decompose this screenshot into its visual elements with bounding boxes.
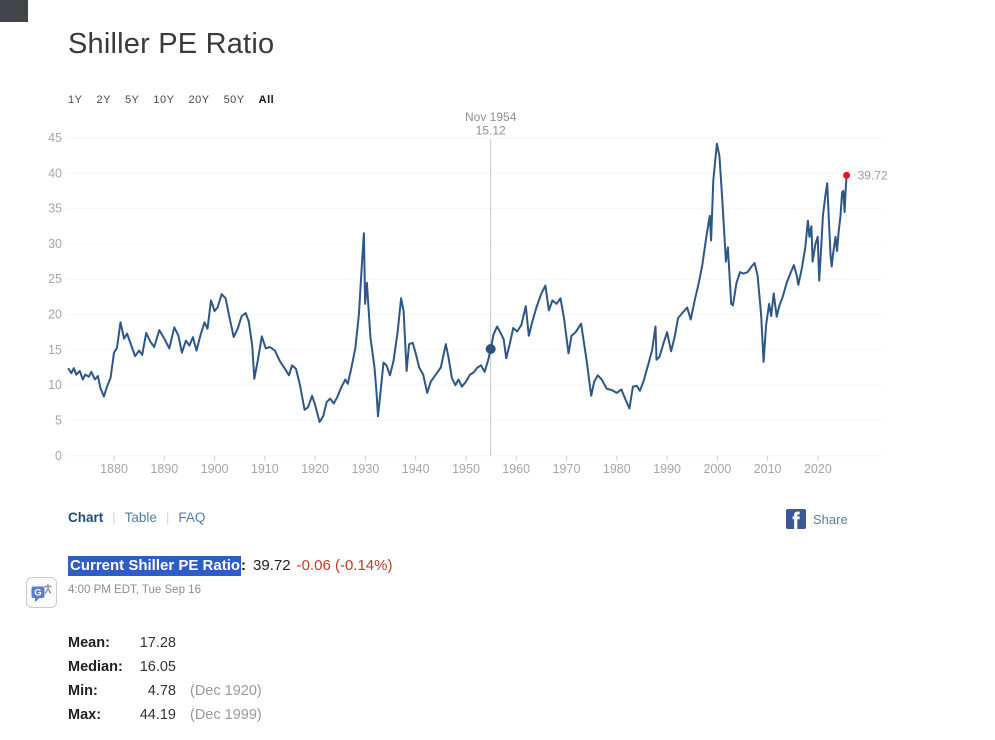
pe-ratio-line (67, 142, 848, 423)
tooltip-date-label: Nov 1954 (465, 110, 517, 124)
tab-separator: | (112, 510, 116, 525)
x-tick-label: 1900 (201, 462, 229, 476)
y-tick-label: 25 (48, 272, 62, 286)
stat-row: Min: 4.78 (Dec 1920) (68, 679, 262, 703)
range-option-5y[interactable]: 5Y (124, 94, 140, 106)
x-tick-label: 1910 (251, 462, 279, 476)
stat-row: Mean: 17.28 (68, 631, 262, 655)
stat-label: Max: (68, 707, 102, 723)
stat-label: Min: (68, 683, 98, 699)
x-tick-label: 1960 (502, 462, 530, 476)
current-ratio-line: Current Shiller PE Ratio: 39.72 -0.06 (-0.… (68, 556, 392, 576)
latest-point-label: 39.72 (858, 168, 888, 182)
stat-row: Median: 16.05 (68, 655, 262, 679)
current-ratio-change: -0.06 (-0.14%) (296, 557, 393, 574)
current-ratio-label-highlighted: Current Shiller PE Ratio (68, 556, 242, 576)
corner-artifact (0, 0, 28, 22)
stat-note: (Dec 1920) (190, 683, 262, 699)
x-tick-label: 1930 (351, 462, 379, 476)
tab-faq[interactable]: FAQ (178, 510, 206, 525)
y-tick-label: 5 (55, 414, 62, 428)
x-tick-label: 1940 (402, 462, 430, 476)
range-option-1y[interactable]: 1Y (68, 94, 83, 106)
y-tick-label: 30 (48, 237, 62, 251)
shiller-pe-chart[interactable]: 0 5 10 15 20 25 30 35 40 45 1880 1890 1900 1910 1920 19… (0, 0, 995, 492)
page-title: Shiller PE Ratio (68, 28, 275, 60)
x-tick-label: 1890 (150, 462, 178, 476)
stat-value: 44.19 (139, 707, 176, 723)
range-option-all[interactable]: All (258, 94, 275, 106)
share-button[interactable]: Share (786, 509, 848, 529)
tab-separator: | (165, 510, 170, 525)
tab-chart[interactable]: Chart (68, 510, 104, 525)
current-ratio-value: 39.72 (253, 557, 291, 574)
view-tabs: Chart | Table | FAQ (68, 510, 205, 525)
x-tick-label: 1920 (301, 462, 329, 476)
x-tick-label: 1980 (603, 462, 631, 476)
google-translate-button[interactable]: G (26, 577, 57, 608)
x-tick-label: 2020 (804, 462, 832, 476)
y-tick-label: 40 (48, 166, 62, 180)
range-option-10y[interactable]: 10Y (153, 94, 175, 106)
range-option-50y[interactable]: 50Y (223, 94, 245, 106)
quote-timestamp: 4:00 PM EDT, Tue Sep 16 (68, 584, 201, 596)
y-tick-label: 35 (48, 202, 62, 216)
x-tick-label: 1880 (100, 462, 128, 476)
stat-note: (Dec 1999) (190, 707, 262, 723)
tooltip-point-dot (485, 344, 496, 354)
time-range-selector: 1Y 2Y 5Y 10Y 20Y 50Y All (68, 94, 274, 106)
y-tick-label: 45 (48, 131, 62, 145)
x-tick-label: 1970 (553, 462, 581, 476)
stat-value: 16.05 (139, 659, 176, 675)
latest-point-dot (843, 171, 851, 179)
stat-value: 17.28 (139, 635, 176, 651)
x-tick-label: 2000 (703, 462, 731, 476)
svg-text:G: G (34, 588, 41, 599)
stat-value: 4.78 (147, 683, 176, 699)
y-tick-label: 0 (55, 449, 62, 463)
stats-table: Mean: 17.28 Median: 16.05 Min: 4.78 (Dec 1920)… (68, 631, 262, 727)
stat-label: Median: (68, 659, 123, 675)
x-tick-label: 1990 (653, 462, 681, 476)
tooltip-value-label: 15.12 (476, 124, 506, 138)
google-translate-icon: G (26, 577, 57, 608)
x-tick-label: 1950 (452, 462, 480, 476)
y-tick-label: 20 (48, 308, 62, 322)
range-option-2y[interactable]: 2Y (96, 94, 111, 106)
facebook-icon (786, 509, 806, 529)
y-tick-label: 10 (48, 378, 62, 392)
share-label: Share (813, 511, 848, 527)
stat-row: Max: 44.19 (Dec 1999) (68, 703, 262, 727)
current-ratio-colon: : (241, 557, 247, 574)
range-option-20y[interactable]: 20Y (188, 94, 210, 106)
x-tick-label: 2010 (754, 462, 782, 476)
stat-label: Mean: (68, 635, 110, 651)
y-tick-label: 15 (48, 343, 62, 357)
tab-table[interactable]: Table (124, 510, 157, 525)
